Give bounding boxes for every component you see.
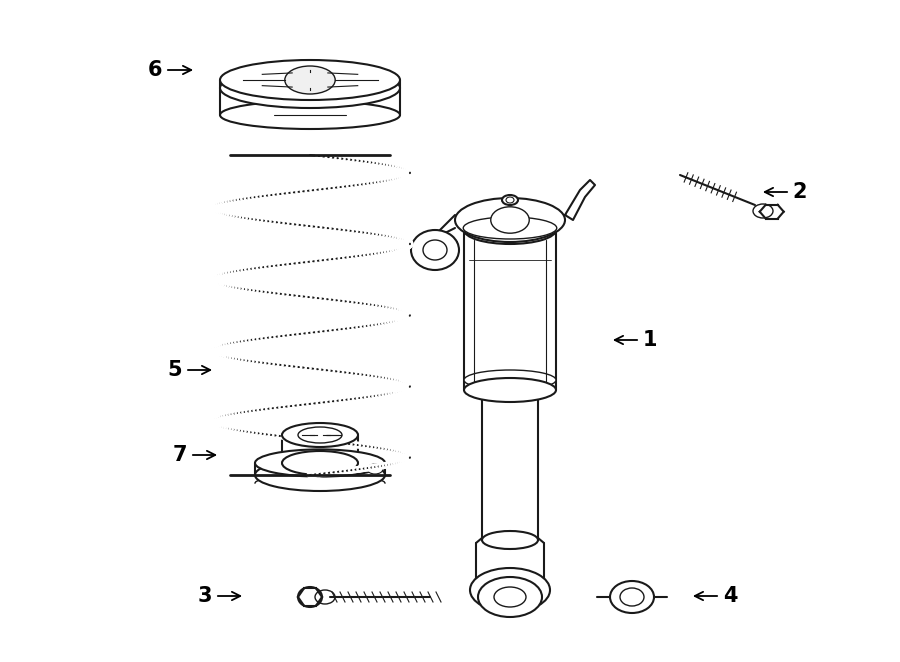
Ellipse shape [423,240,447,260]
Ellipse shape [506,197,514,203]
Ellipse shape [220,60,400,100]
Ellipse shape [490,578,530,602]
Text: 2: 2 [765,182,807,202]
Ellipse shape [464,370,556,390]
Ellipse shape [502,195,518,205]
Ellipse shape [494,587,526,607]
Ellipse shape [411,230,459,270]
Ellipse shape [478,577,542,617]
Ellipse shape [470,568,550,612]
Ellipse shape [482,531,538,549]
Ellipse shape [282,423,358,447]
Ellipse shape [491,207,529,233]
Text: 1: 1 [615,330,657,350]
Ellipse shape [220,68,400,108]
Ellipse shape [282,451,358,475]
Ellipse shape [255,459,385,491]
Ellipse shape [298,427,342,443]
Ellipse shape [464,378,556,402]
Ellipse shape [620,588,644,606]
Ellipse shape [284,66,335,94]
Ellipse shape [464,216,556,244]
Text: 5: 5 [167,360,211,380]
Ellipse shape [367,464,383,474]
Ellipse shape [455,198,565,242]
Ellipse shape [255,449,385,477]
Polygon shape [565,180,595,220]
Text: 4: 4 [695,586,737,606]
Text: 7: 7 [173,445,215,465]
Text: 3: 3 [198,586,240,606]
Text: 6: 6 [148,60,191,80]
Ellipse shape [220,101,400,129]
Ellipse shape [610,581,654,613]
Ellipse shape [464,217,557,239]
